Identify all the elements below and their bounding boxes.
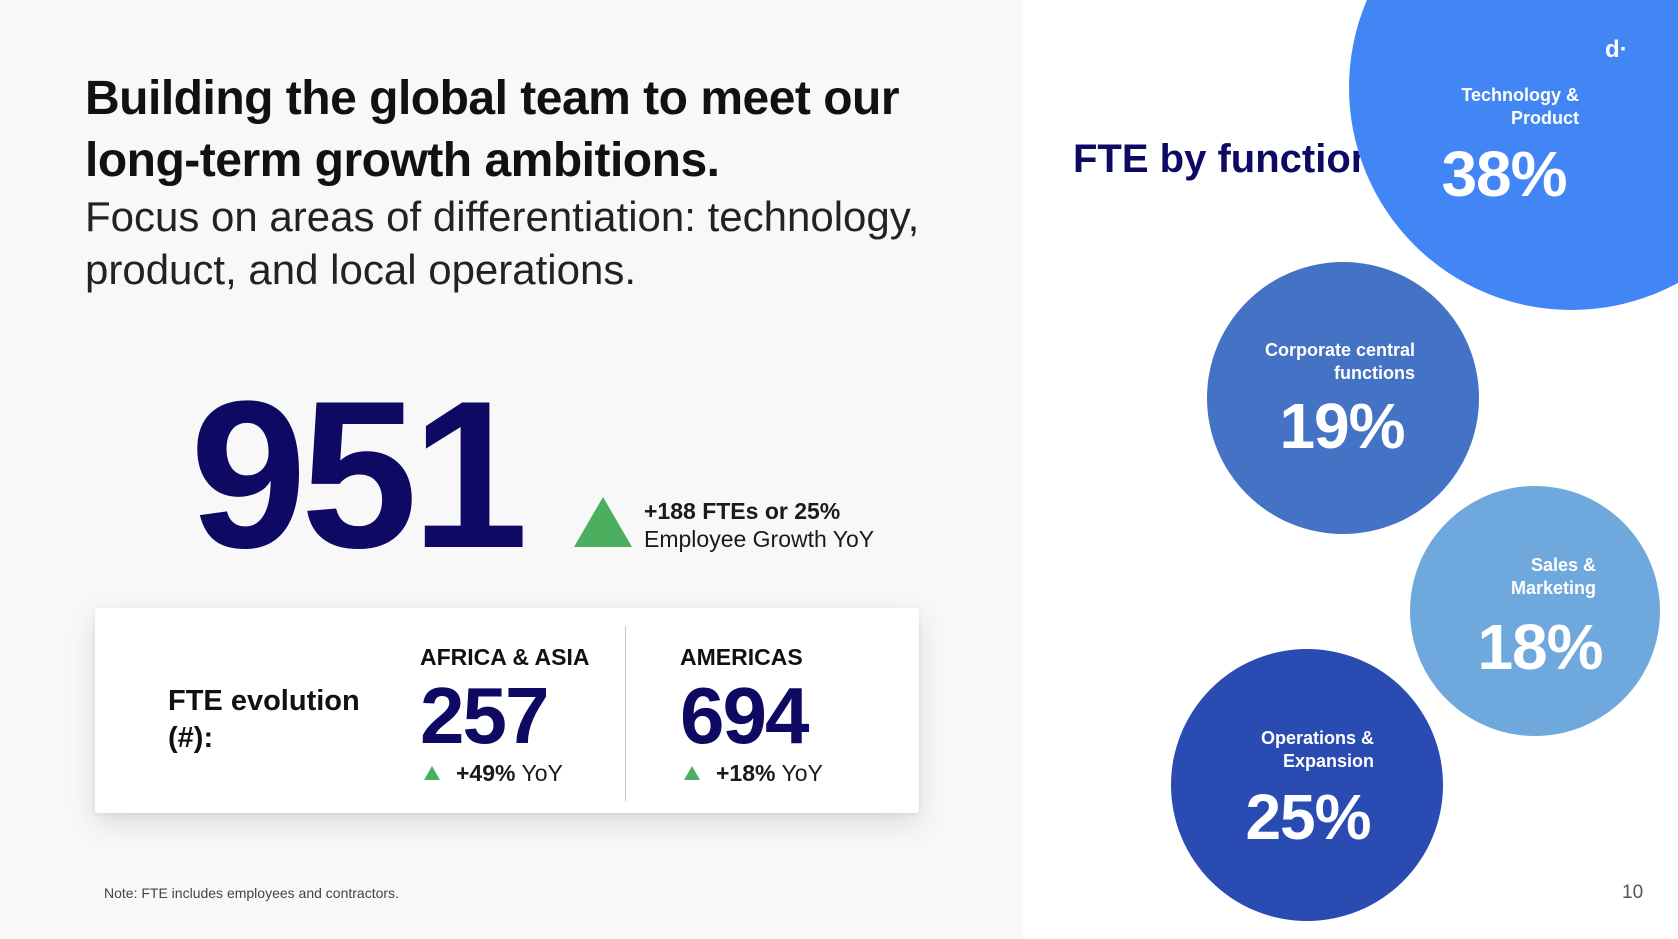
brand-logo: d· [1605,36,1628,63]
region-name: AFRICA & ASIA [420,644,590,670]
bubble-label: Corporate central functions [1264,340,1415,383]
region-africa-asia: AFRICA & ASIA 257 +49% YoY [420,643,660,787]
region-value: 257 [420,671,549,760]
total-growth-text: +188 FTEs or 25% Employee Growth YoY [644,497,874,553]
fte-evolution-label: FTE evolution (#): [168,685,360,754]
bubble-value: 25% [1245,781,1371,853]
bubble-label: Operations & Expansion [1260,728,1374,771]
fte-evolution-card: FTE evolution (#): AFRICA & ASIA 257 +49… [95,608,919,813]
region-growth-strong: +18% [716,760,776,786]
bubble-technology-product: Technology & Product 38% [1349,0,1678,310]
page-number: 10 [1622,882,1644,903]
region-americas: AMERICAS 694 +18% YoY [680,643,920,787]
up-triangle-icon [684,766,700,780]
bubble-label: Sales & Marketing [1510,555,1596,598]
bubble-value: 18% [1477,611,1603,683]
footnote: Note: FTE includes employees and contrac… [104,885,399,901]
region-growth-strong: +49% [456,760,516,786]
right-panel: FTE by function (%): Technology & Produc… [1023,0,1678,939]
bubble-value: 38% [1441,138,1567,210]
total-growth-label: Employee Growth YoY [644,526,875,552]
bubble-label: Technology & Product [1461,85,1579,128]
region-growth-label: YoY [521,760,563,786]
page-subtitle: Focus on areas of differentiation: techn… [85,193,920,293]
total-fte-value: 951 [190,357,528,592]
region-growth: +18% YoY [680,759,920,787]
card-divider [625,626,626,801]
region-growth: +49% YoY [420,759,660,787]
region-growth-label: YoY [781,760,823,786]
bubble-corporate-central: Corporate central functions 19% [1207,262,1479,534]
bubble-sales-marketing: Sales & Marketing 18% [1410,486,1660,736]
page-title: Building the global team to meet our lon… [85,72,900,187]
bubble-value: 19% [1279,390,1405,462]
up-triangle-icon [424,766,440,780]
total-growth-strong: +188 FTEs or 25% [644,498,841,524]
bubble-operations-expansion: Operations & Expansion 25% [1171,649,1443,921]
region-value: 694 [680,671,809,760]
region-name: AMERICAS [680,644,803,670]
growth-up-triangle-icon [574,497,632,547]
